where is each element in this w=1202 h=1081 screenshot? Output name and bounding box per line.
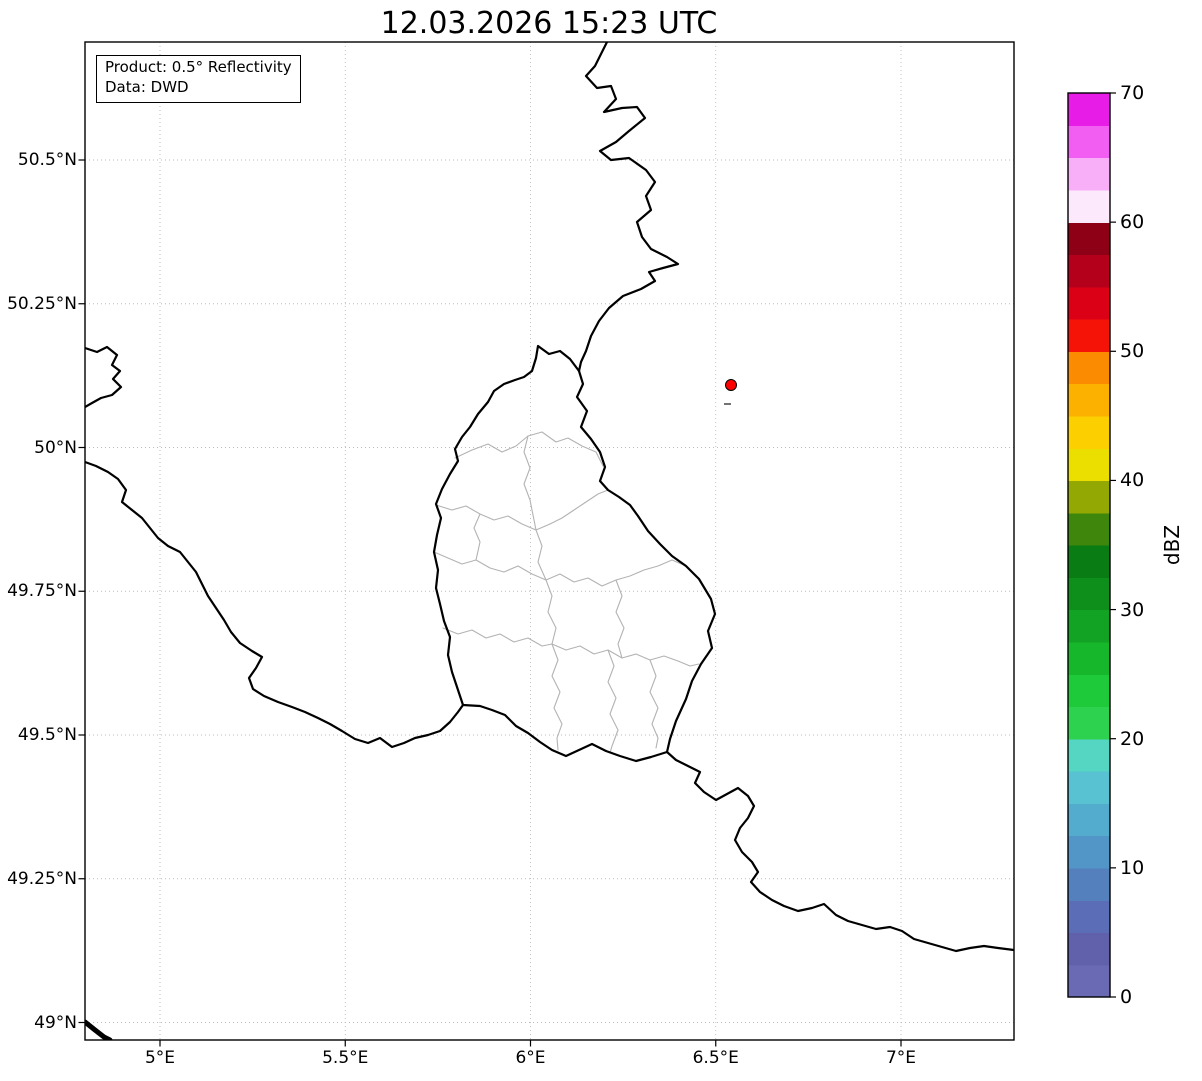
colorbar-tick-label: 50	[1120, 340, 1145, 362]
x-tick-label: 5°E	[144, 1048, 176, 1068]
district-borders	[433, 431, 700, 754]
y-tick-label: 49°N	[34, 1012, 77, 1033]
colorbar-tick-label: 60	[1120, 211, 1145, 233]
colorbar-tick-label: 40	[1120, 469, 1145, 491]
border-fr-de	[665, 750, 1014, 953]
colorbar-frame	[1067, 92, 1111, 998]
colorbar-axis-label: dBZ	[1160, 524, 1184, 566]
figure-title: 12.03.2026 15:23 UTC	[380, 6, 718, 41]
y-tick-label: 50.25°N	[7, 293, 77, 314]
national-borders	[85, 42, 1014, 1040]
colorbar-tick-label: 30	[1120, 598, 1145, 621]
y-tick-label: 50.5°N	[17, 150, 77, 170]
radar-site-marker	[725, 379, 737, 391]
colorbar-tick-label: 70	[1120, 82, 1145, 104]
x-tick-label: 5.5°E	[322, 1048, 369, 1068]
border-corner-fragment	[85, 1019, 113, 1040]
y-tick-label: 50°N	[34, 437, 77, 458]
y-tick-label: 49.25°N	[7, 868, 77, 889]
info-data-source: Data: DWD	[105, 77, 189, 96]
border-fr-be-salient	[85, 345, 123, 409]
y-tick-label: 49.75°N	[7, 581, 77, 601]
colorbar-scale	[1068, 93, 1110, 998]
x-tick-label: 6°E	[515, 1048, 546, 1068]
border-fr-be	[85, 460, 465, 749]
plot-frame	[84, 41, 1015, 1041]
border-luxembourg	[432, 344, 717, 763]
colorbar-tick-label: 20	[1120, 727, 1145, 750]
axis-tick-marks	[78, 159, 902, 1047]
x-tick-label: 7°E	[885, 1048, 917, 1068]
grid-lines	[85, 42, 1014, 1040]
colorbar-tick-label: 0	[1120, 986, 1133, 1008]
info-product: Product: 0.5° Reflectivity	[105, 58, 292, 76]
info-box: Product: 0.5° Reflectivity Data: DWD	[96, 55, 301, 103]
colorbar-tick-label: 10	[1120, 856, 1145, 879]
y-tick-label: 49.5°N	[17, 725, 77, 745]
colorbar-tick-marks	[1110, 92, 1116, 998]
border-be-de	[577, 42, 680, 373]
x-tick-label: 6.5°E	[692, 1048, 739, 1068]
